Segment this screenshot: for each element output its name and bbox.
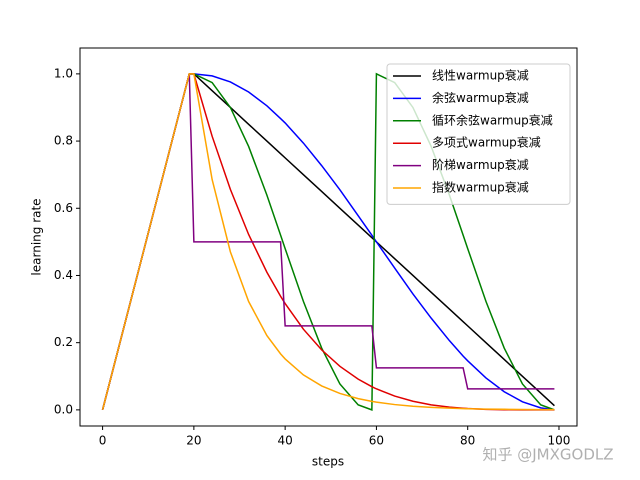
x-tick-label: 40: [278, 434, 293, 448]
legend-label: 阶梯warmup衰减: [432, 157, 529, 172]
y-tick-label: 0.4: [54, 268, 73, 282]
y-tick-label: 0.8: [54, 134, 73, 148]
legend-label: 指数warmup衰减: [432, 180, 529, 195]
x-tick-label: 100: [548, 434, 571, 448]
series-line: [101, 73, 555, 411]
y-tick-label: 0.6: [54, 201, 73, 215]
x-tick-label: 20: [186, 434, 201, 448]
legend-label: 线性warmup衰减: [432, 68, 529, 83]
y-axis-label: learning rate: [30, 198, 44, 275]
series-line: [101, 72, 555, 411]
x-tick-label: 80: [460, 434, 475, 448]
series-line: [101, 73, 555, 411]
y-tick-label: 0.0: [54, 402, 73, 416]
x-tick-label: 60: [369, 434, 384, 448]
legend-box: [386, 63, 571, 205]
watermark: 知乎 @JMXGODLZ: [482, 446, 613, 464]
legend-label: 循环余弦warmup衰减: [432, 112, 553, 127]
x-tick-label: 0: [99, 434, 107, 448]
series-line: [101, 73, 555, 411]
y-tick-label: 0.2: [54, 335, 73, 349]
axes-frame: [79, 47, 578, 427]
y-tick-label: 1.0: [54, 66, 73, 80]
legend-label: 余弦warmup衰减: [432, 90, 529, 105]
legend-label: 多项式warmup衰减: [432, 135, 541, 150]
x-axis-label: steps: [312, 455, 344, 469]
series-line: [101, 73, 555, 411]
